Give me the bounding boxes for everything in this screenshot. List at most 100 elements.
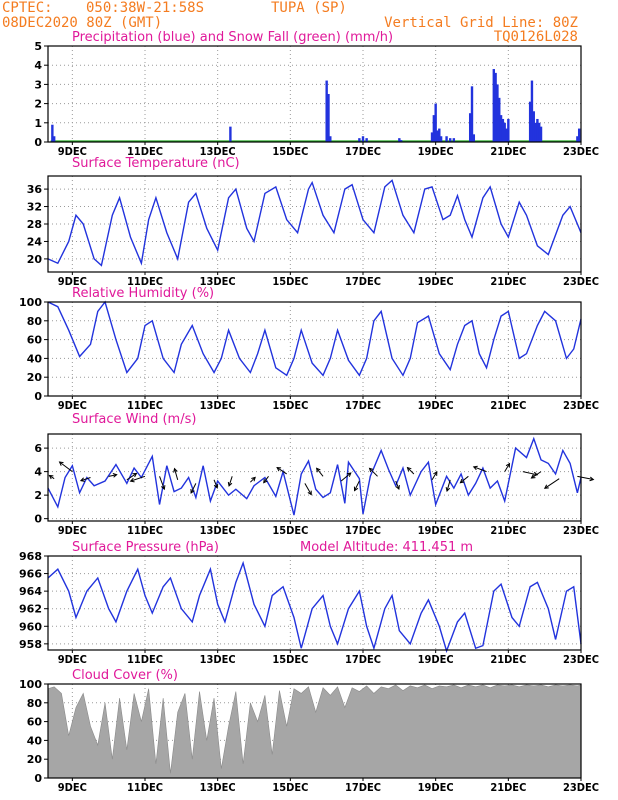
temperature-ytick-label: 28 [27, 218, 42, 231]
pressure-xtick-label: 15DEC [272, 653, 308, 666]
wind-arrow [213, 479, 219, 489]
temperature-xtick-label: 15DEC [272, 275, 308, 288]
wind-arrow-shaft [228, 476, 233, 487]
wind-arrow-shaft [316, 468, 324, 477]
wind-arrow-shaft [250, 477, 256, 483]
wind-arrow-head [132, 472, 138, 478]
precip-bar [52, 136, 56, 142]
pressure-ytick-label: 958 [19, 638, 42, 651]
temperature-xtick-label: 13DEC [200, 275, 236, 288]
wind-arrow-head [276, 466, 282, 472]
header-location: 050:38W-21:58S [86, 0, 204, 16]
cloud-xtick-label: 15DEC [272, 781, 308, 794]
humidity-xtick-label: 21DEC [490, 399, 526, 412]
wind-line [47, 436, 582, 516]
wind-arrow [129, 475, 146, 483]
wind-arrow [227, 476, 233, 487]
precip-bar [492, 69, 496, 142]
wind-title: Surface Wind (m/s) [72, 412, 196, 427]
wind-arrow-shaft [446, 479, 451, 492]
wind-arrow [504, 462, 511, 472]
wind-arrow [48, 474, 55, 480]
wind-arrow [543, 478, 560, 489]
wind-arrow [406, 466, 415, 475]
precip-bar [494, 72, 497, 142]
cloud-panel: Cloud Cover (%) 0 20 40 60 80 100 9DEC 11DEC 13DE… [19, 668, 599, 794]
wind-xtick-label: 9DEC [58, 524, 87, 537]
wind-arrow-shaft [354, 480, 360, 491]
humidity-frame [47, 301, 582, 397]
precip-bar [470, 86, 474, 142]
wind-arrow-head [368, 467, 374, 473]
wind-ytick-label: 0 [34, 513, 42, 526]
precip-bar [501, 118, 505, 142]
wind-xtick-label: 19DEC [418, 524, 454, 537]
humidity-xtick-label: 9DEC [58, 399, 87, 412]
precip-bar [498, 97, 501, 142]
cloud-cover-area [47, 684, 582, 779]
precip-bar [472, 134, 476, 142]
wind-arrow-shaft [473, 466, 487, 473]
wind-arrow-head [315, 467, 321, 473]
wind-arrow-shaft [174, 468, 179, 480]
wind-arrow-shaft [531, 471, 542, 479]
precip-xtick-label: 21DEC [490, 145, 526, 158]
cloud-ytick-label: 0 [34, 772, 42, 785]
header-code: TQ0126L028 [494, 29, 578, 45]
precip-bar [538, 122, 541, 142]
pressure-xtick-label: 11DEC [127, 653, 163, 666]
temperature-xtick-label: 21DEC [490, 275, 526, 288]
wind-arrow [445, 479, 451, 493]
precip-bar [436, 130, 439, 142]
wind-arrow [368, 467, 378, 477]
wind-arrow-head [589, 476, 595, 482]
precip-xtick-label: 19DEC [418, 145, 454, 158]
precip-ytick-label: 4 [34, 59, 42, 72]
precip-bar [438, 128, 441, 142]
precip-bar [499, 115, 503, 142]
temperature-xtick-label: 19DEC [418, 275, 454, 288]
wind-arrow-head [406, 466, 412, 472]
wind-arrow-shaft [577, 475, 594, 481]
header-grid-note: Vertical Grid Line: 80Z [384, 15, 578, 31]
precip-xtick-label: 17DEC [345, 145, 381, 158]
wind-arrow [58, 461, 73, 473]
cloud-xtick-label: 11DEC [127, 781, 163, 794]
humidity-ytick-label: 60 [27, 334, 43, 347]
wind-arrow-shaft [80, 477, 91, 482]
wind-arrow-head [190, 488, 195, 494]
wind-ytick-label: 4 [34, 466, 42, 479]
pressure-xtick-label: 9DEC [58, 653, 87, 666]
precip-bar [468, 113, 472, 142]
pressure-xtick-label: 19DEC [418, 653, 454, 666]
precip-xtick-label: 15DEC [272, 145, 308, 158]
wind-arrow-head [213, 483, 219, 489]
wind-arrow [431, 470, 438, 481]
wind-arrow-head [48, 474, 54, 480]
temperature-xtick-label: 9DEC [58, 275, 87, 288]
precip-bar [229, 126, 232, 142]
precip-bar [399, 140, 403, 142]
wind-arrow [459, 475, 469, 484]
precip-xtick-label: 13DEC [200, 145, 236, 158]
temperature-panel: Surface Temperature (nC) 20 24 28 32 36 9DEC 11… [27, 156, 599, 288]
cloud-xtick-label: 19DEC [418, 781, 454, 794]
humidity-xtick-label: 11DEC [127, 399, 163, 412]
precip-bar [445, 136, 448, 142]
wind-arrow-head [445, 487, 451, 493]
precip-bar [528, 101, 532, 142]
pressure-ytick-label: 964 [19, 585, 42, 598]
precip-bar [534, 122, 537, 142]
header-source: CPTEC: [2, 0, 53, 16]
temperature-title: Surface Temperature (nC) [72, 156, 240, 171]
precip-ytick-label: 3 [34, 78, 42, 91]
wind-arrow-head [58, 461, 64, 466]
wind-arrow [173, 467, 179, 480]
humidity-line [47, 300, 582, 377]
wind-arrow-head [112, 473, 118, 478]
cloud-ytick-label: 60 [27, 716, 43, 729]
precip-bar [505, 128, 508, 142]
precip-bar [576, 136, 579, 142]
wind-arrow-head [505, 462, 511, 468]
precip-bar [398, 138, 401, 142]
